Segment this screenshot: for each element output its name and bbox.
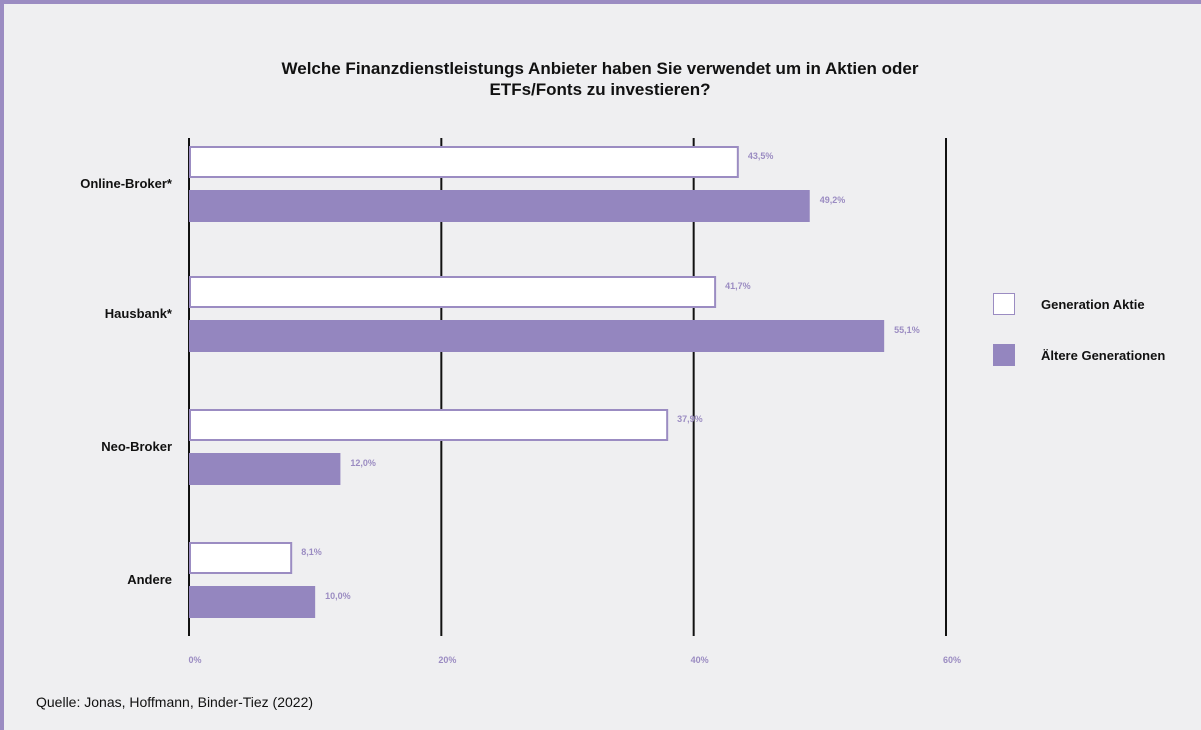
bar-aeltere-generationen	[189, 190, 810, 222]
bar-generation-aktie	[189, 409, 669, 441]
source-note: Quelle: Jonas, Hoffmann, Binder-Tiez (20…	[36, 694, 314, 710]
bar-aeltere-generationen	[189, 320, 885, 352]
category-label: Online-Broker*	[80, 176, 173, 191]
value-label: 55,1%	[894, 325, 920, 335]
value-label: 43,5%	[748, 151, 774, 161]
category-label: Neo-Broker	[101, 439, 172, 454]
category-label: Andere	[127, 572, 172, 587]
legend-item-generation-aktie: Generation Aktie	[993, 293, 1145, 315]
bar-generation-aktie	[189, 542, 293, 574]
value-label: 41,7%	[725, 281, 751, 291]
x-tick-label: 60%	[943, 655, 961, 665]
chart-title-line-1: Welche Finanzdienstleistungs Anbieter ha…	[281, 59, 919, 78]
value-label: 10,0%	[325, 591, 351, 601]
bar-generation-aktie	[189, 146, 739, 178]
x-tick-label: 0%	[188, 655, 201, 665]
value-label: 37,9%	[677, 414, 703, 424]
bar-generation-aktie	[189, 276, 717, 308]
bar-aeltere-generationen	[189, 453, 341, 485]
legend-swatch-generation-aktie	[993, 293, 1015, 315]
value-label: 8,1%	[301, 547, 322, 557]
value-label: 12,0%	[350, 458, 376, 468]
bar-aeltere-generationen	[189, 586, 316, 618]
legend-swatch-aeltere-generationen	[993, 344, 1015, 366]
x-tick-label: 20%	[438, 655, 456, 665]
chart-title-line-2: ETFs/Fonts zu investieren?	[489, 80, 711, 99]
chart-title: Welche Finanzdienstleistungs Anbieter ha…	[170, 58, 1030, 100]
legend-item-aeltere-generationen: Ältere Generationen	[993, 344, 1165, 366]
x-tick-label: 40%	[691, 655, 709, 665]
legend-label-aeltere-generationen: Ältere Generationen	[1041, 347, 1166, 363]
category-label: Hausbank*	[105, 306, 173, 321]
legend-label-generation-aktie: Generation Aktie	[1041, 296, 1145, 312]
value-label: 49,2%	[820, 195, 846, 205]
